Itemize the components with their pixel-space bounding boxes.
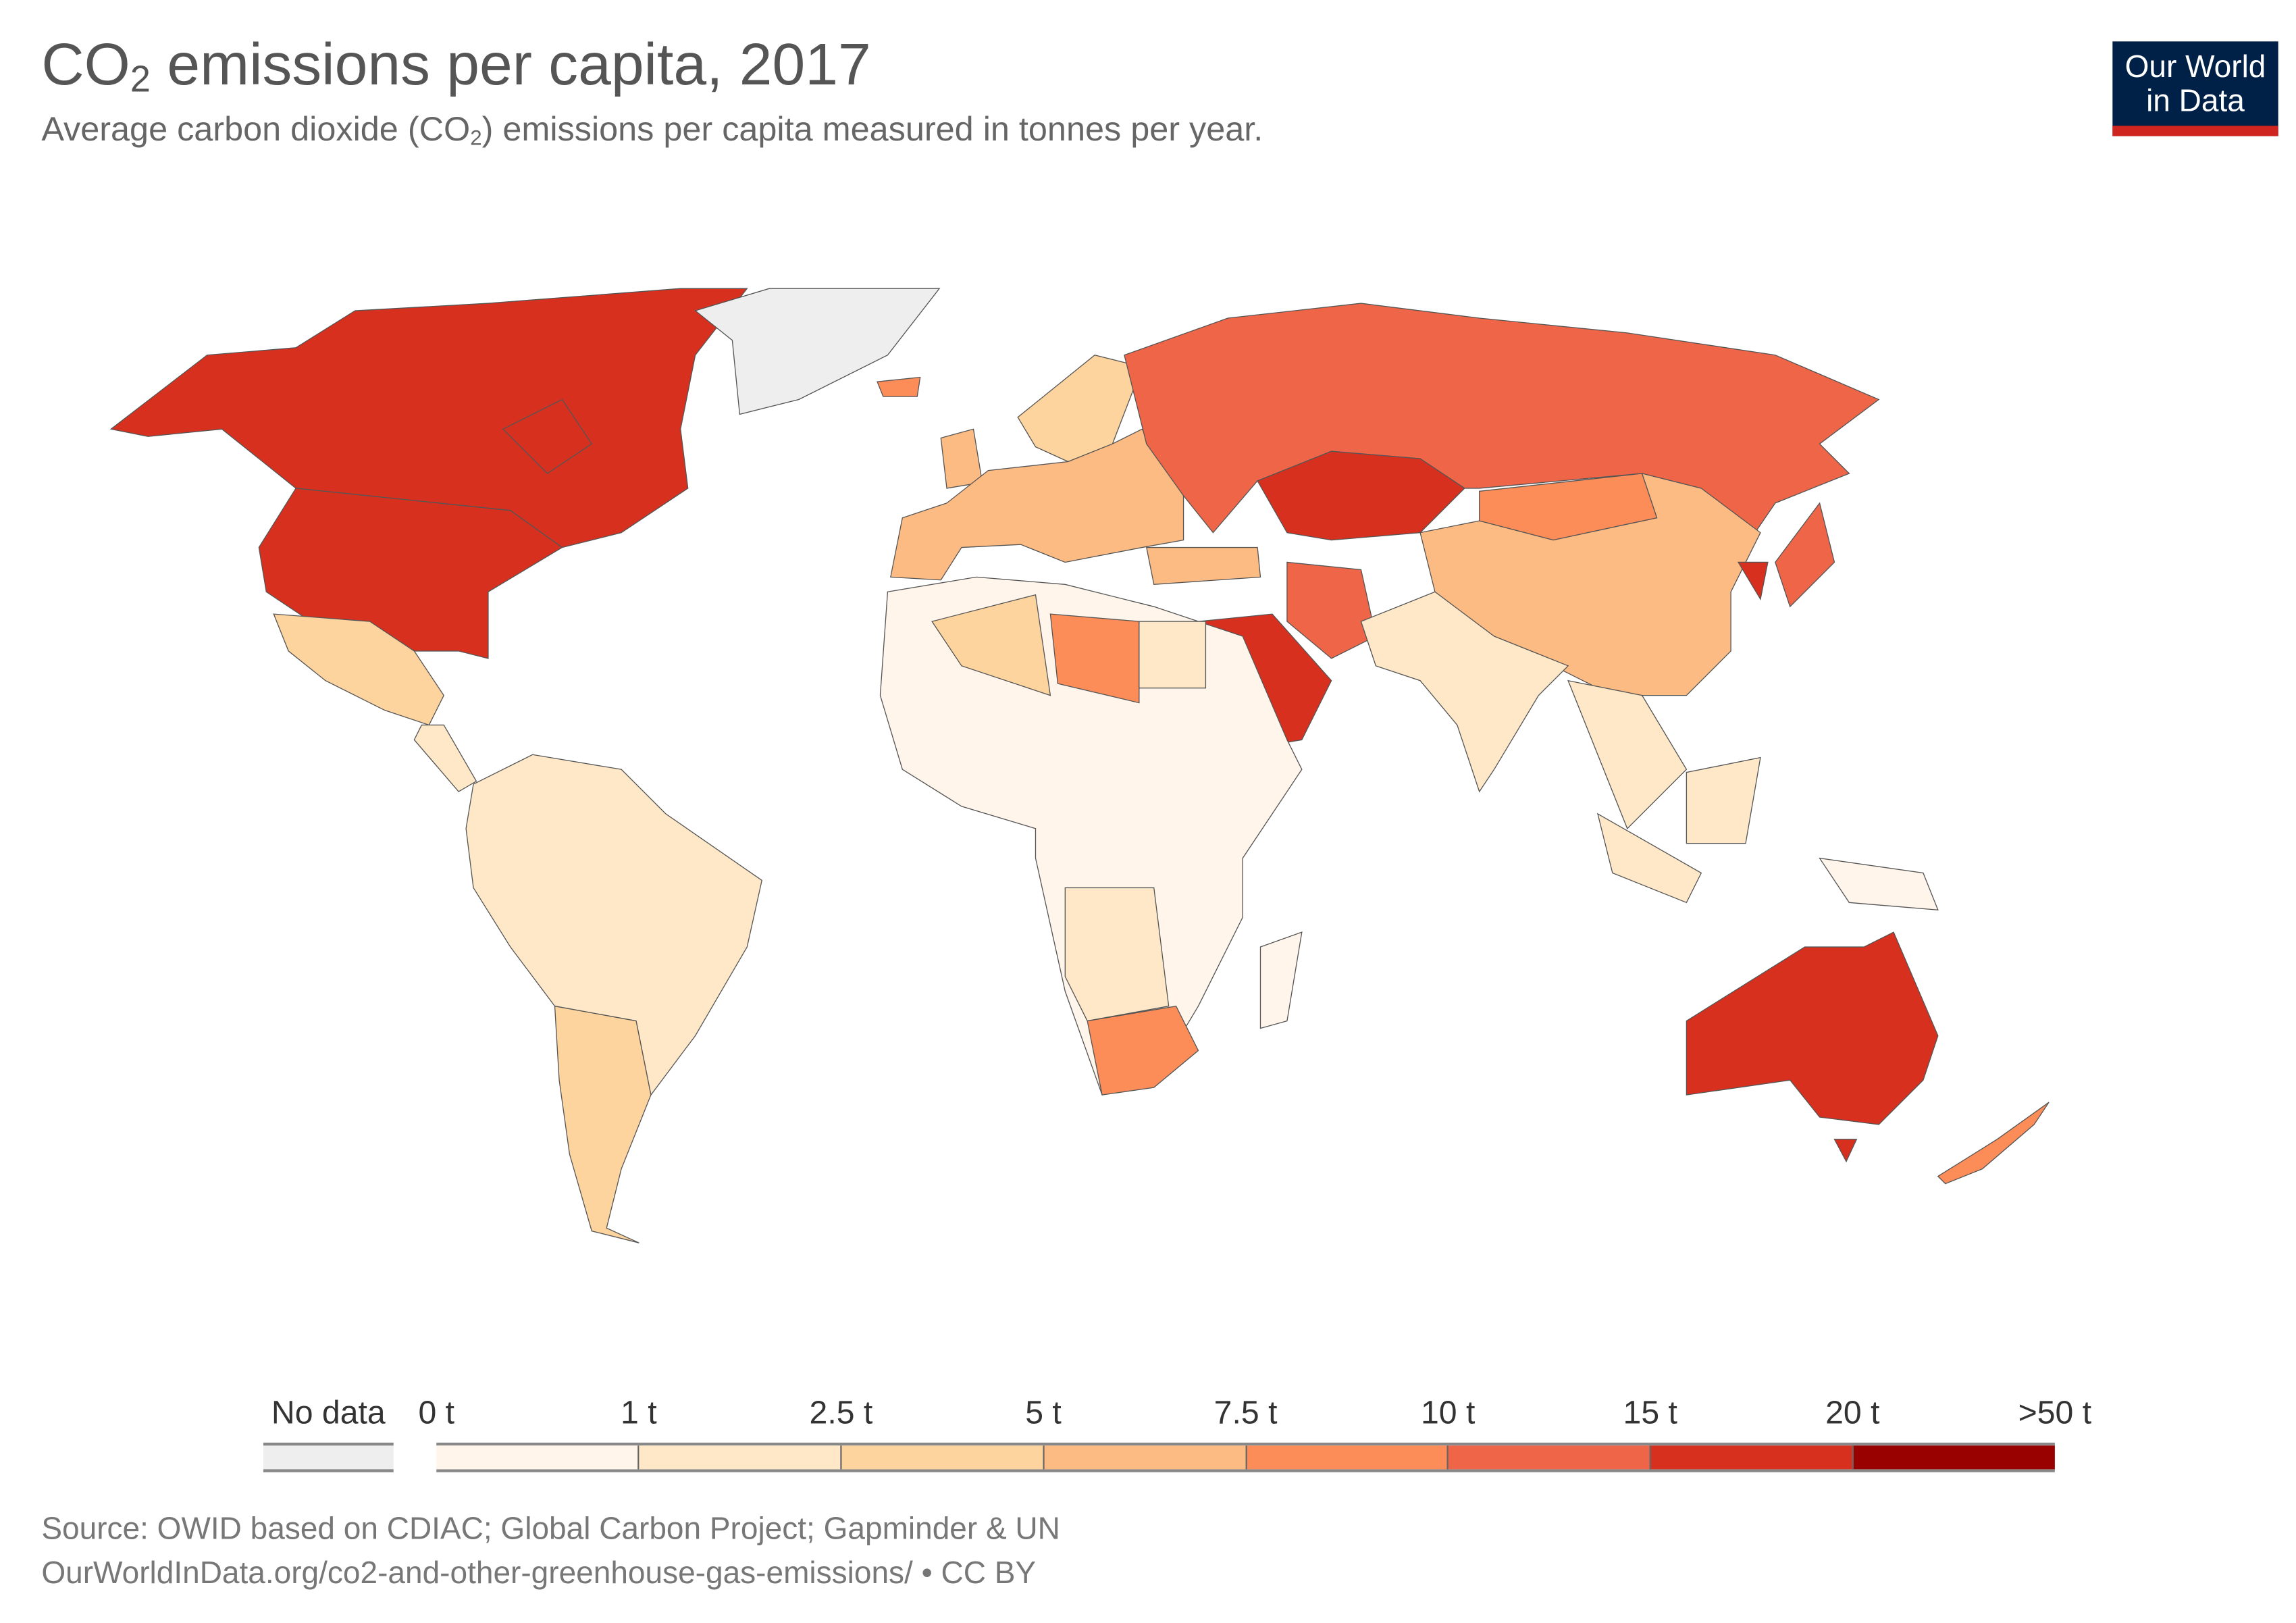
region-papua-new-guinea[interactable] [1819,857,1939,911]
region-central-america[interactable] [413,724,477,792]
legend-tick-label: 15 t [1623,1393,1677,1431]
legend-no-data-label: No data [271,1393,386,1431]
region-india[interactable] [1360,591,1569,793]
chart-subtitle: Average carbon dioxide (CO2) emissions p… [41,109,1263,151]
region-south-america[interactable] [465,754,762,1096]
legend-tick-label: 20 t [1825,1393,1880,1431]
legend-tick-label: >50 t [2018,1393,2092,1431]
legend-bin [1650,1445,1853,1470]
region-south-korea[interactable] [1737,561,1769,601]
legend-bin [1245,1445,1448,1470]
legend-tick-label: 5 t [1025,1393,1062,1431]
region-new-zealand[interactable] [1937,1102,2050,1185]
region-united-states[interactable] [258,488,563,659]
region-madagascar[interactable] [1259,931,1303,1029]
legend-bin [1852,1445,2055,1470]
region-libya[interactable] [1049,613,1140,704]
region-greenland[interactable] [694,288,941,415]
region-japan[interactable] [1775,502,1835,608]
region-europe[interactable] [890,428,1184,581]
legend-tick-label: 0 t [418,1393,455,1431]
region-iceland[interactable] [877,376,921,397]
legend-bin [1042,1445,1245,1470]
region-southern-africa[interactable] [1064,887,1170,1022]
legend-no-data-swatch [263,1442,394,1472]
region-united-kingdom[interactable] [940,428,983,489]
region-south-africa[interactable] [1087,1005,1199,1096]
region-indonesia[interactable] [1596,813,1702,904]
owid-logo[interactable]: Our World in Data [2112,41,2278,136]
world-map[interactable] [0,0,2296,1391]
region-argentina-chile[interactable] [554,1005,652,1243]
legend-bin [1447,1445,1650,1470]
region-iran[interactable] [1286,561,1377,659]
legend-tick-label: 1 t [621,1393,657,1431]
legend-tick-label: 2.5 t [809,1393,873,1431]
region-borneo[interactable] [1686,756,1761,844]
legend-bin [637,1445,840,1470]
source-note: Source: OWID based on CDIAC; Global Carb… [41,1512,1060,1547]
region-australia[interactable] [1686,931,1939,1163]
chart-title: CO2 emissions per capita, 2017 [41,32,871,101]
region-kazakhstan[interactable] [1257,450,1465,541]
legend-bin [839,1445,1043,1470]
region-africa[interactable] [879,576,1303,1096]
region-algeria[interactable] [931,594,1051,696]
region-canada[interactable] [109,288,748,548]
region-egypt[interactable] [1139,621,1207,689]
region-southeast-asia[interactable] [1567,679,1688,829]
legend-tick-label: 7.5 t [1214,1393,1278,1431]
region-turkey[interactable] [1145,546,1261,586]
source-url[interactable]: OurWorldInData.org/co2-and-other-greenho… [41,1556,1037,1591]
legend-tick-label: 10 t [1420,1393,1476,1431]
legend-bin [436,1445,637,1470]
legend-color-scale [436,1442,2055,1472]
